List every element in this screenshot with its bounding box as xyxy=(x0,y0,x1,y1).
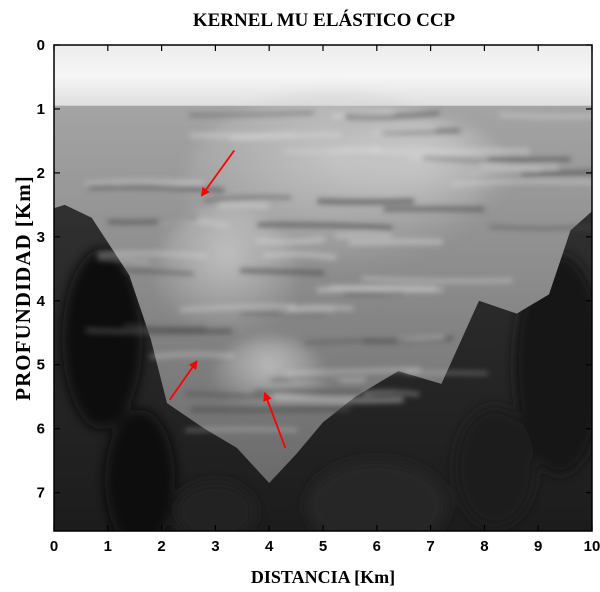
y-axis: 0 1 2 3 4 5 6 7 xyxy=(37,37,592,502)
x-tick-label: 8 xyxy=(480,538,488,555)
x-tick-label: 10 xyxy=(584,538,600,555)
y-tick-label: 0 xyxy=(37,37,45,54)
red-arrow-annotation xyxy=(200,149,235,197)
x-tick-label: 1 xyxy=(104,538,112,555)
x-tick-label: 4 xyxy=(265,538,274,555)
x-tick-label: 2 xyxy=(157,538,165,555)
x-axis-label: DISTANCIA [Km] xyxy=(251,567,395,587)
x-tick-label: 9 xyxy=(534,538,542,555)
y-axis-label: PROFUNDIDAD [Km] xyxy=(11,175,35,400)
annotation-arrows xyxy=(168,149,287,449)
y-tick-label: 2 xyxy=(37,165,45,182)
x-tick-label: 5 xyxy=(319,538,327,555)
y-tick-label: 4 xyxy=(37,293,46,310)
red-arrow-annotation xyxy=(168,360,198,401)
y-tick-label: 5 xyxy=(37,357,45,374)
seismic-image xyxy=(54,45,592,531)
x-tick-label: 7 xyxy=(426,538,434,555)
x-axis: 0 1 2 3 4 5 6 7 8 9 10 xyxy=(50,45,600,555)
chart-title: KERNEL MU ELÁSTICO CCP xyxy=(193,9,456,31)
y-tick-label: 7 xyxy=(37,485,45,502)
x-tick-label: 6 xyxy=(373,538,381,555)
y-tick-label: 1 xyxy=(37,101,45,118)
y-tick-label: 6 xyxy=(37,421,45,438)
x-tick-label: 0 xyxy=(50,538,58,555)
red-arrow-annotation xyxy=(263,391,287,449)
x-tick-label: 3 xyxy=(211,538,219,555)
y-tick-label: 3 xyxy=(37,229,45,246)
